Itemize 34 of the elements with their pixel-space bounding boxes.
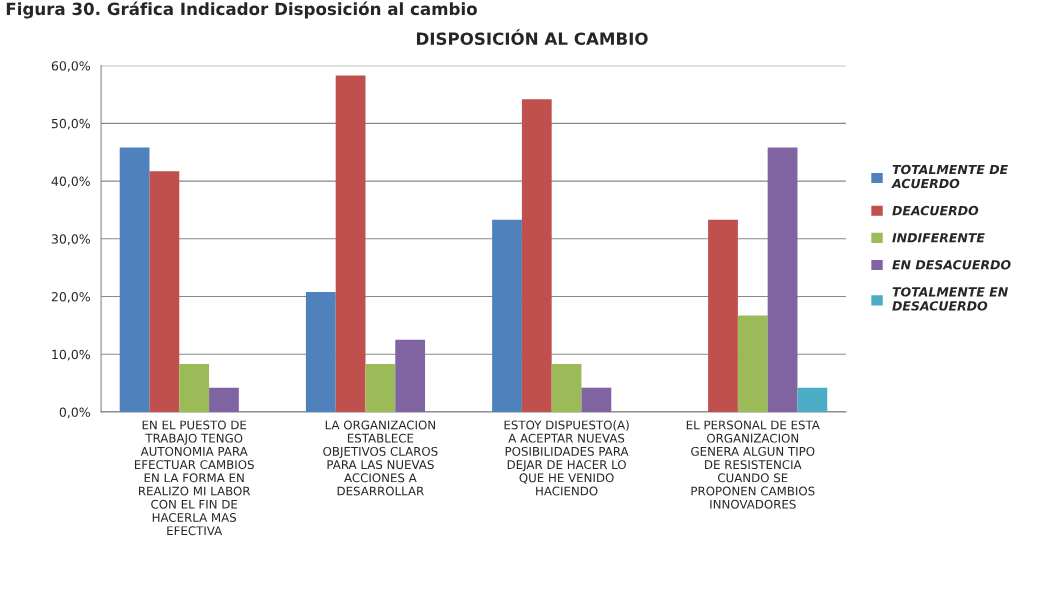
y-tick-label: 40,0% bbox=[51, 176, 90, 188]
x-tick-label: EL PERSONAL DE ESTA ORGANIZACION GENERA ALGUN TIPO DE RESISTENCIA CUANDO SE PROPONEN CAMBIOS INNOVADORES bbox=[686, 420, 820, 509]
bar bbox=[119, 147, 150, 412]
bar bbox=[305, 291, 336, 412]
category-label: EN EL PUESTO DE TRABAJO TENGO AUTONOMIA PARA EFECTUAR CAMBIOS EN LA FORMA EN REALIZO MI LABOR CON EL FIN DE HACERLA MAS EFECTIVA bbox=[134, 420, 254, 536]
bar bbox=[395, 339, 426, 412]
bar bbox=[737, 315, 768, 412]
bar bbox=[365, 364, 396, 412]
text: Figura 30. Gráfica Indicador Disposición al cambio bbox=[6, 1, 477, 19]
bar bbox=[551, 364, 582, 412]
bar bbox=[492, 219, 522, 412]
bar bbox=[521, 99, 552, 412]
bar bbox=[149, 171, 180, 412]
legend-label: DEACUERDO bbox=[892, 205, 979, 216]
y-tick-label: 30,0% bbox=[51, 234, 90, 245]
chart-title: DISPOSICIÓN AL CAMBIO bbox=[416, 29, 648, 46]
legend-label: TOTALMENTE DE ACUERDO bbox=[891, 164, 1008, 189]
x-tick-label: ESTOY DISPUESTO(A) A ACEPTAR NUEVAS POSIBILIDADES PARA DEJAR DE HACER LO QUE HE VENIDO HACIENDO bbox=[504, 420, 629, 496]
bar bbox=[209, 387, 239, 412]
legend-label: EN DESACUERDO bbox=[892, 260, 1011, 270]
legend-label: TOTALMENTE EN DESACUERDO bbox=[892, 287, 1008, 311]
bar bbox=[797, 387, 828, 412]
bar bbox=[179, 364, 210, 412]
bar bbox=[335, 75, 366, 412]
y-tick-label: 50,0% bbox=[51, 118, 90, 130]
y-tick-label: 20,0% bbox=[51, 291, 90, 303]
bar bbox=[581, 387, 612, 412]
y-tick-label: 60,0% bbox=[51, 61, 90, 72]
legend-label: INDIFERENTE bbox=[892, 233, 985, 243]
bar bbox=[708, 219, 738, 412]
y-tick-label: 0,0% bbox=[59, 407, 90, 419]
y-tick-label: 10,0% bbox=[52, 349, 90, 361]
bar bbox=[767, 147, 798, 412]
x-tick-label: LA ORGANIZACION ESTABLECE OBJETIVOS CLAROS PARA LAS NUEVAS ACCIONES A DESARROLLAR bbox=[323, 420, 438, 496]
